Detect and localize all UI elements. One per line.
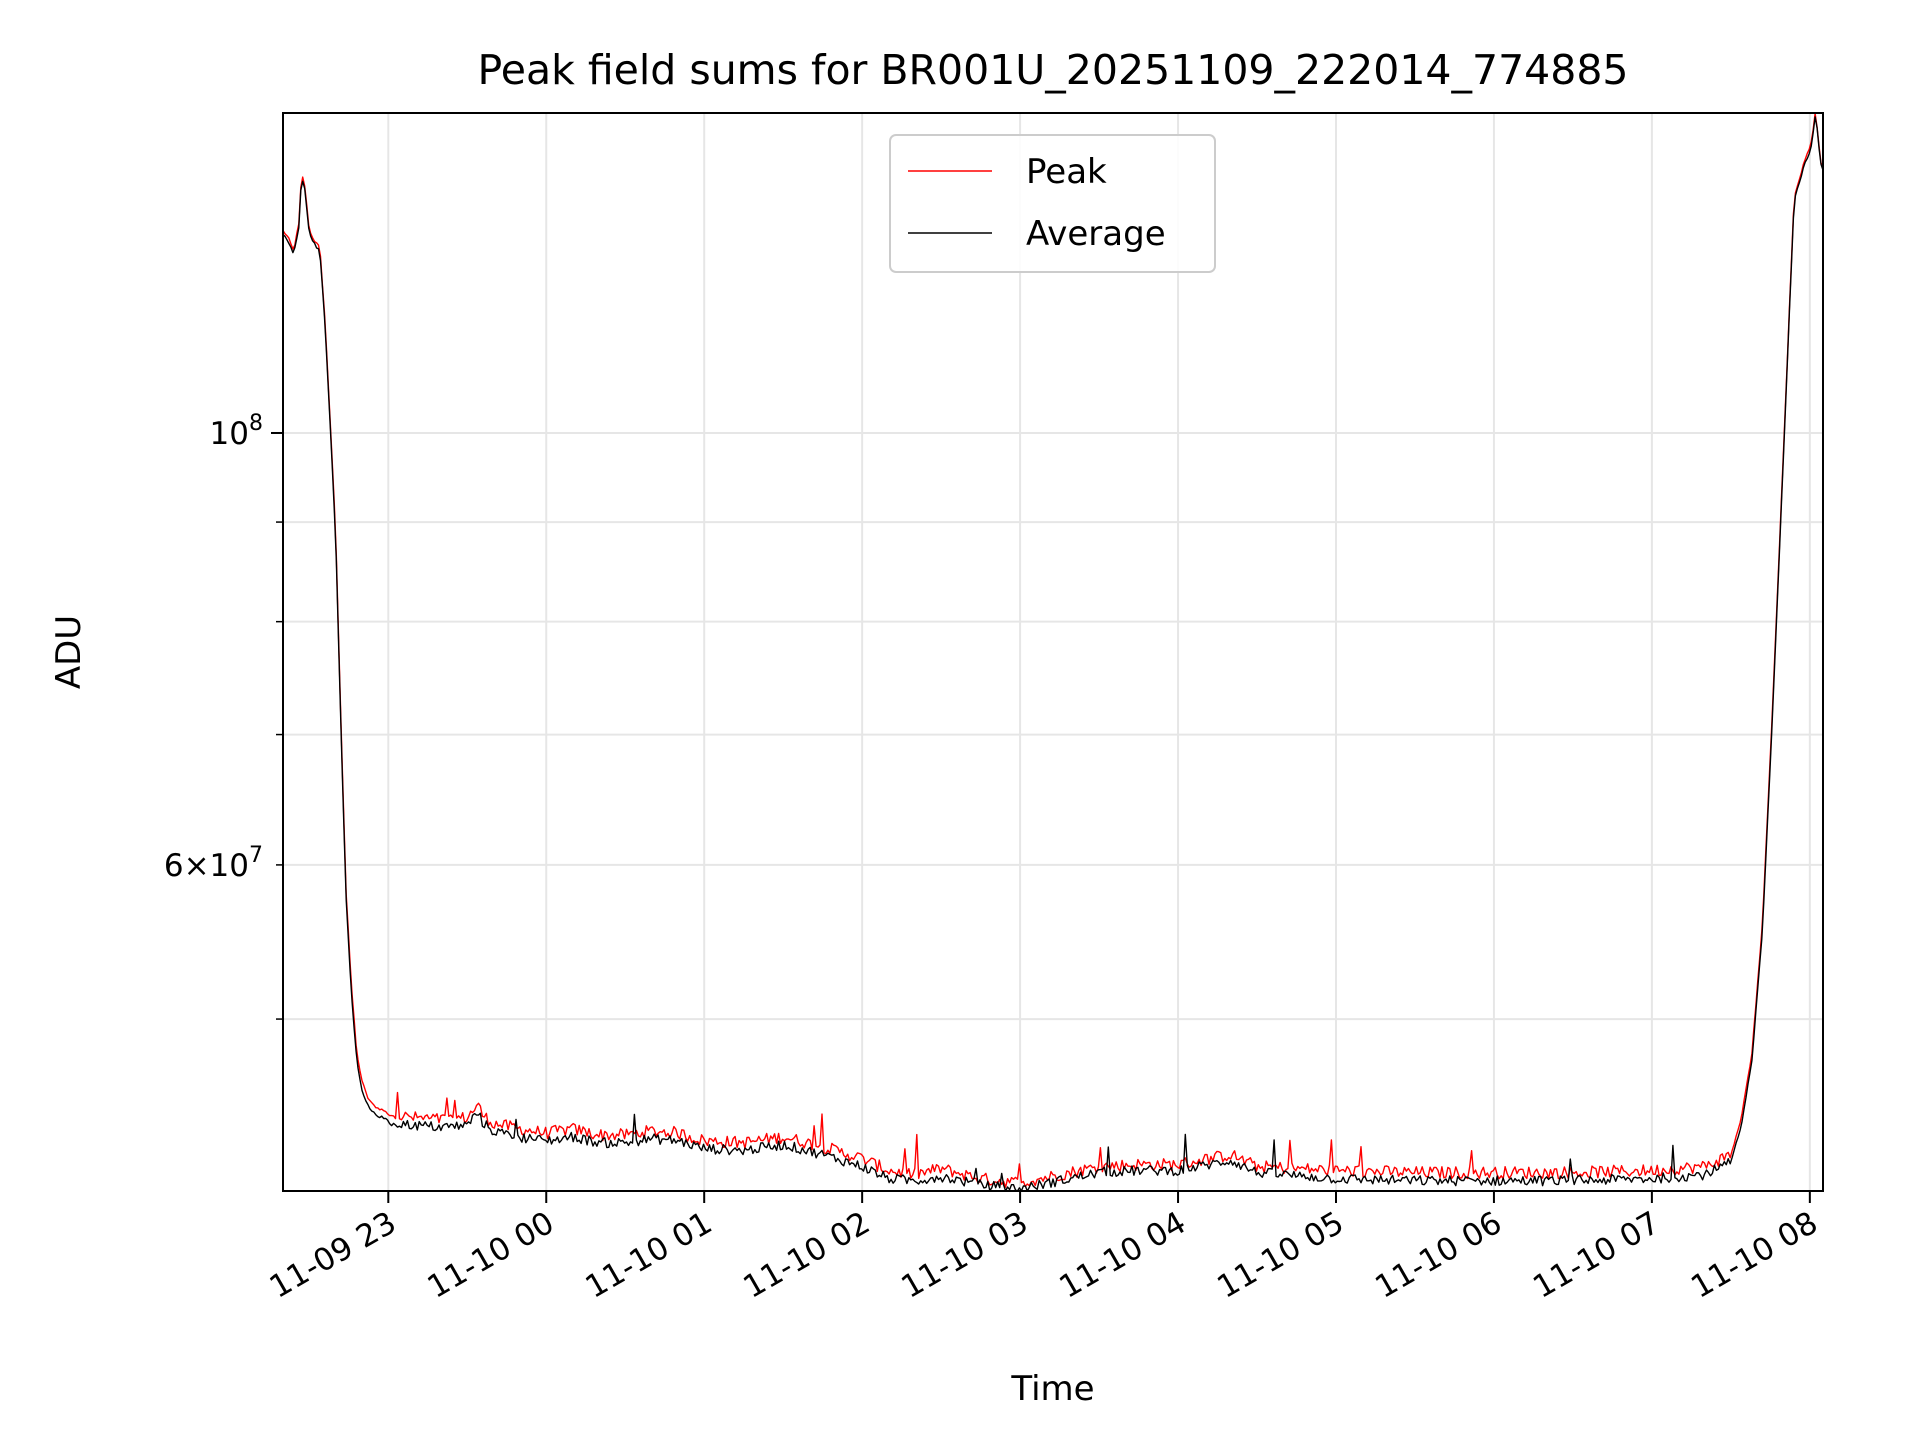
x-axis-label: Time xyxy=(1010,1369,1094,1409)
y-tick-label: 108 xyxy=(210,411,263,452)
y-axis-label: ADU xyxy=(49,615,89,689)
y-minor-tick-label: 6×107 xyxy=(164,843,263,884)
grid xyxy=(283,113,1823,1191)
legend-label-peak: Peak xyxy=(1026,152,1107,192)
chart-title: Peak field sums for BR001U_20251109_2220… xyxy=(477,46,1628,94)
series-layer xyxy=(282,112,1824,1192)
legend-box xyxy=(889,134,1216,273)
legend: Peak Average xyxy=(889,134,1216,273)
plot-frame xyxy=(282,112,1824,1192)
series-line-average xyxy=(282,116,1824,1192)
legend-label-average: Average xyxy=(1026,214,1166,254)
series-line-peak xyxy=(282,112,1824,1188)
